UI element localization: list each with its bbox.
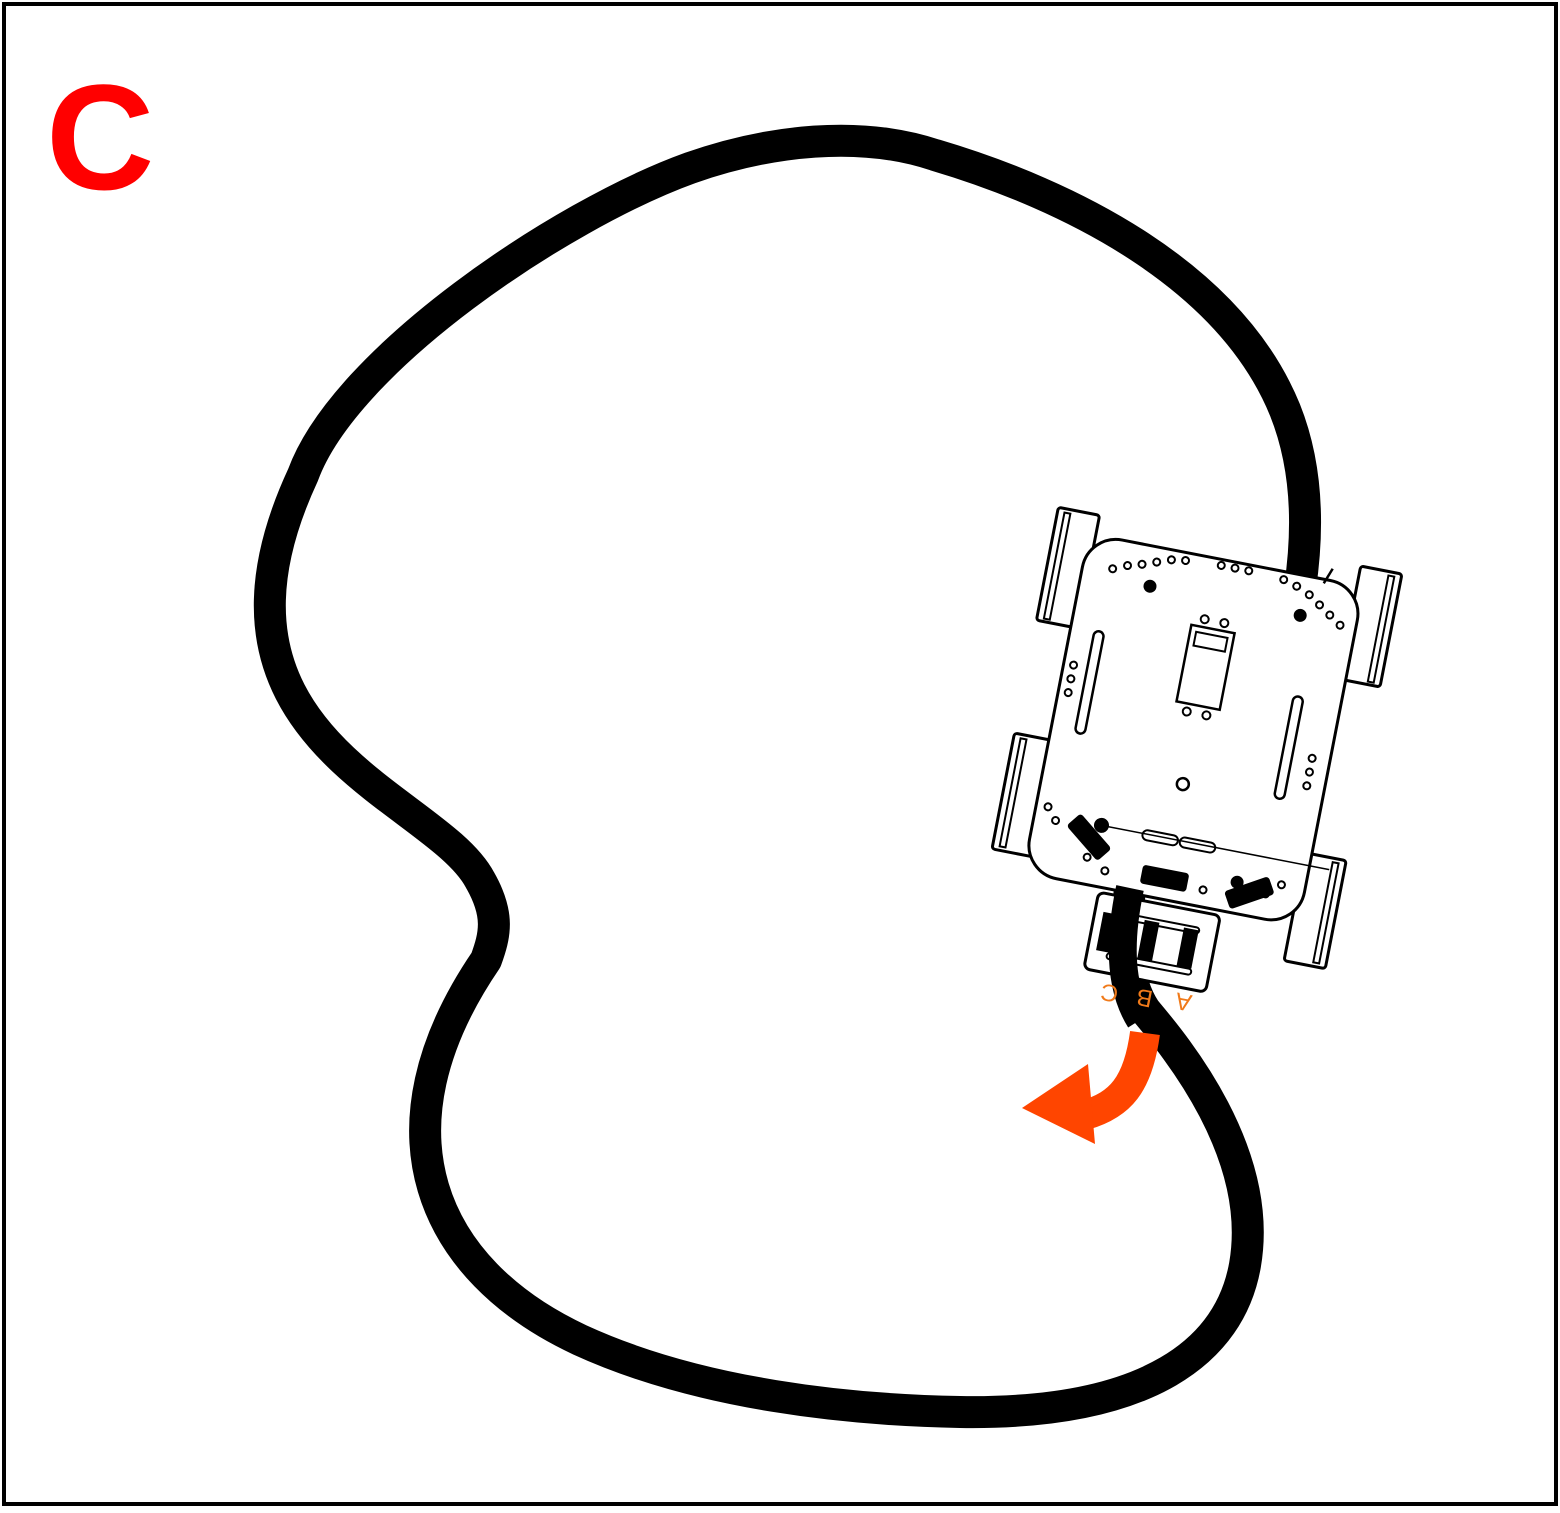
sensor-label-b: B [1134, 983, 1155, 1013]
track-under-sensor [1108, 885, 1153, 1028]
sensor-label-c: C [1098, 977, 1120, 1007]
curved-turn-arrow-icon [1022, 1030, 1160, 1144]
robot-chassis [1027, 537, 1360, 922]
sensor-labels: C B A [1098, 977, 1194, 1016]
track-line [253, 124, 1321, 1429]
panel-label: C [46, 53, 155, 221]
sensor-label-a: A [1173, 987, 1194, 1017]
